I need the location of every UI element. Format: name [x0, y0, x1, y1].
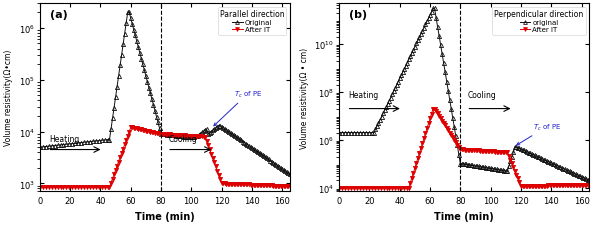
After IT: [365, 187, 372, 189]
After IT: [430, 108, 437, 110]
After IT: [286, 185, 293, 188]
Original: [36, 146, 43, 149]
Original: [124, 12, 131, 15]
original: [580, 177, 587, 179]
After IT: [545, 184, 552, 187]
Original: [245, 145, 252, 147]
Legend: Original, After IT: Original, After IT: [218, 8, 286, 35]
Text: (a): (a): [50, 10, 67, 20]
After IT: [66, 186, 73, 189]
After IT: [336, 187, 343, 189]
Text: Heating: Heating: [49, 135, 79, 144]
Text: $T_c$ of PE: $T_c$ of PE: [516, 122, 562, 145]
X-axis label: Time (min): Time (min): [135, 211, 195, 221]
Text: Heating: Heating: [348, 91, 378, 100]
Text: (b): (b): [349, 10, 367, 20]
Line: original: original: [337, 7, 591, 183]
Y-axis label: Volume resistivity(Ω • cm): Volume resistivity(Ω • cm): [300, 47, 309, 148]
Y-axis label: Volume resistivity(Ω•cm): Volume resistivity(Ω•cm): [4, 50, 13, 146]
After IT: [585, 184, 593, 187]
original: [516, 147, 523, 150]
After IT: [249, 183, 256, 186]
After IT: [36, 186, 43, 189]
Text: $T_c$ of PE: $T_c$ of PE: [214, 89, 262, 126]
Line: After IT: After IT: [37, 126, 292, 189]
Original: [138, 58, 145, 61]
After IT: [525, 184, 532, 187]
Text: Cooling: Cooling: [168, 135, 198, 144]
original: [549, 163, 556, 165]
After IT: [127, 126, 134, 129]
Original: [66, 143, 73, 146]
Original: [99, 139, 106, 142]
After IT: [245, 183, 252, 186]
After IT: [548, 184, 555, 187]
Original: [226, 131, 233, 134]
original: [466, 164, 473, 166]
X-axis label: Time (min): Time (min): [434, 211, 494, 221]
original: [336, 132, 343, 134]
Original: [286, 173, 293, 176]
After IT: [226, 182, 233, 185]
original: [430, 8, 437, 11]
After IT: [138, 128, 145, 131]
Legend: original, After IT: original, After IT: [492, 8, 585, 35]
After IT: [398, 187, 405, 189]
Original: [249, 147, 256, 150]
original: [565, 170, 572, 172]
After IT: [437, 117, 444, 120]
Line: Original: Original: [37, 11, 292, 177]
Line: After IT: After IT: [337, 107, 591, 190]
After IT: [99, 186, 106, 189]
Text: Cooling: Cooling: [468, 91, 497, 100]
original: [562, 168, 569, 171]
original: [585, 179, 593, 182]
